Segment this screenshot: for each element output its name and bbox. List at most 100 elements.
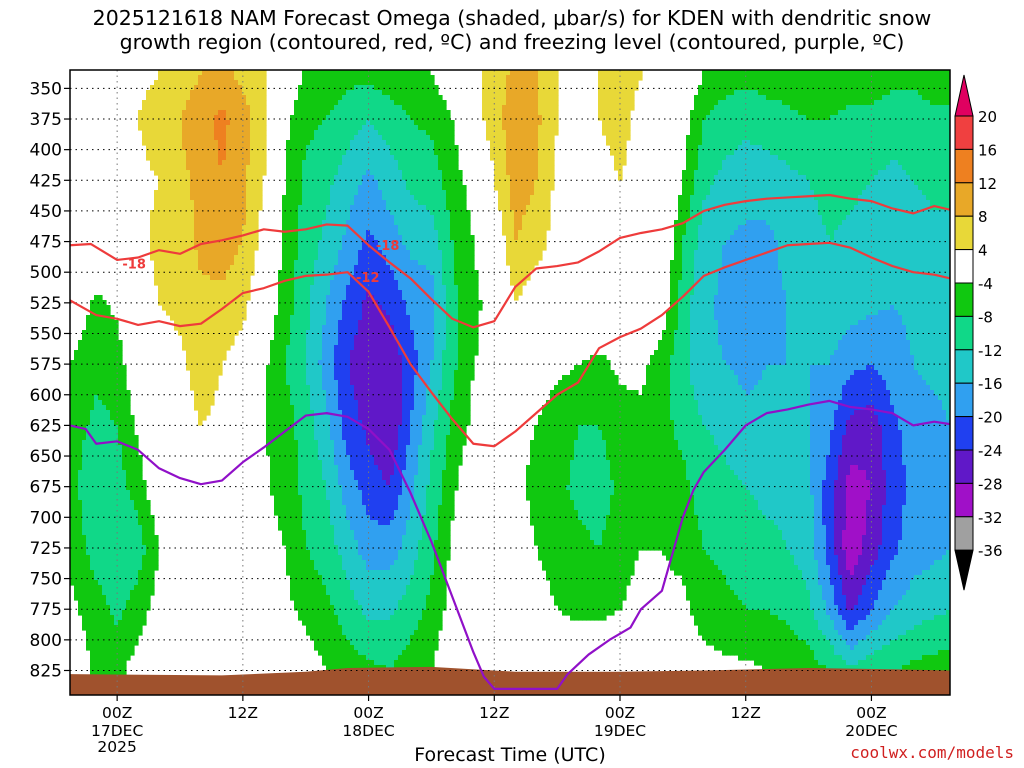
omega-cell xyxy=(902,215,907,221)
omega-cell xyxy=(926,175,931,181)
omega-cell xyxy=(214,105,219,111)
omega-cell xyxy=(938,170,943,176)
omega-cell xyxy=(890,110,895,116)
omega-cell xyxy=(898,185,903,191)
omega-cell xyxy=(210,70,215,76)
omega-cell xyxy=(722,195,727,201)
omega-cell xyxy=(774,220,779,226)
omega-cell xyxy=(746,220,751,226)
omega-cell xyxy=(942,110,947,116)
omega-cell xyxy=(490,140,495,146)
omega-cell xyxy=(426,125,431,131)
omega-cell xyxy=(390,145,395,151)
omega-cell xyxy=(526,80,531,86)
omega-cell xyxy=(942,155,947,161)
omega-cell xyxy=(682,190,687,196)
omega-cell xyxy=(430,125,435,131)
omega-cell xyxy=(398,100,403,106)
omega-cell xyxy=(602,70,607,76)
omega-cell xyxy=(854,135,859,141)
omega-cell xyxy=(370,210,375,216)
omega-cell xyxy=(550,165,555,171)
omega-cell xyxy=(758,155,763,161)
omega-cell xyxy=(894,175,899,181)
omega-cell xyxy=(550,75,555,81)
omega-cell xyxy=(406,100,411,106)
omega-cell xyxy=(154,95,159,101)
omega-cell xyxy=(798,135,803,141)
omega-cell xyxy=(806,125,811,131)
omega-cell xyxy=(254,205,259,211)
omega-cell xyxy=(138,115,143,121)
omega-cell xyxy=(450,150,455,156)
omega-cell xyxy=(730,135,735,141)
omega-cell xyxy=(170,200,175,206)
omega-cell xyxy=(430,215,435,221)
omega-cell xyxy=(146,115,151,121)
omega-cell xyxy=(882,210,887,216)
omega-cell xyxy=(858,225,863,231)
omega-cell xyxy=(502,85,507,91)
omega-cell xyxy=(350,225,355,231)
omega-cell xyxy=(358,95,363,101)
omega-cell xyxy=(298,175,303,181)
omega-cell xyxy=(734,170,739,176)
omega-cell xyxy=(178,95,183,101)
omega-cell xyxy=(826,180,831,186)
omega-cell xyxy=(222,95,227,101)
omega-cell xyxy=(522,140,527,146)
omega-cell xyxy=(238,180,243,186)
omega-cell xyxy=(738,95,743,101)
omega-cell xyxy=(234,160,239,166)
omega-cell xyxy=(786,130,791,136)
omega-cell xyxy=(502,120,507,126)
omega-cell xyxy=(238,220,243,226)
omega-cell xyxy=(762,210,767,216)
omega-cell xyxy=(394,135,399,141)
omega-cell xyxy=(234,185,239,191)
omega-cell xyxy=(426,140,431,146)
omega-cell xyxy=(714,215,719,221)
omega-cell xyxy=(398,190,403,196)
omega-cell xyxy=(902,205,907,211)
omega-cell xyxy=(802,130,807,136)
omega-cell xyxy=(626,115,631,121)
omega-cell xyxy=(434,165,439,171)
omega-cell xyxy=(410,130,415,136)
omega-cell xyxy=(802,110,807,116)
omega-cell xyxy=(206,160,211,166)
omega-cell xyxy=(422,105,427,111)
omega-cell xyxy=(510,120,515,126)
omega-cell xyxy=(506,115,511,121)
omega-cell xyxy=(442,150,447,156)
omega-cell xyxy=(762,135,767,141)
omega-cell xyxy=(506,160,511,166)
omega-cell xyxy=(766,95,771,101)
omega-cell xyxy=(934,190,939,196)
omega-cell xyxy=(358,190,363,196)
omega-cell xyxy=(326,135,331,141)
omega-cell xyxy=(826,220,831,226)
omega-cell xyxy=(170,120,175,126)
omega-cell xyxy=(450,120,455,126)
omega-cell xyxy=(198,215,203,221)
omega-cell xyxy=(886,140,891,146)
omega-cell xyxy=(854,155,859,161)
omega-cell xyxy=(830,165,835,171)
omega-cell xyxy=(254,85,259,91)
omega-cell xyxy=(358,180,363,186)
omega-cell xyxy=(770,115,775,121)
omega-cell xyxy=(766,145,771,151)
omega-cell xyxy=(718,160,723,166)
omega-cell xyxy=(710,80,715,86)
omega-cell xyxy=(794,125,799,131)
omega-cell xyxy=(830,100,835,106)
omega-cell xyxy=(838,180,843,186)
omega-cell xyxy=(350,160,355,166)
omega-cell xyxy=(174,80,179,86)
omega-cell xyxy=(758,125,763,131)
omega-cell xyxy=(346,140,351,146)
omega-cell xyxy=(738,110,743,116)
omega-cell xyxy=(154,205,159,211)
omega-cell xyxy=(706,85,711,91)
